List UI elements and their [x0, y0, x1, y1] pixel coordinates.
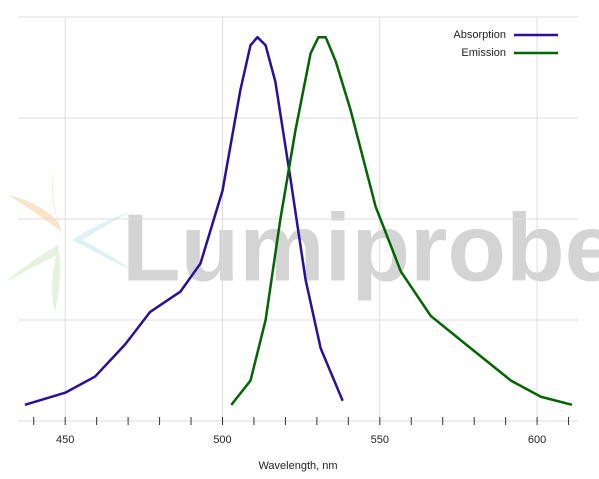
watermark: Lumiprobe	[122, 194, 599, 301]
x-tick-label: 450	[56, 434, 74, 446]
x-tick-label: 550	[371, 434, 389, 446]
x-tick-label: 600	[528, 434, 546, 446]
x-tick-label: 500	[213, 434, 231, 446]
data-line	[24, 35, 344, 407]
legend-label: Absorption	[453, 29, 506, 41]
logo-petal	[72, 212, 132, 270]
logo-petal	[6, 245, 61, 312]
legend-label: Emission	[461, 47, 506, 59]
data-line	[230, 35, 573, 407]
logo-petal	[8, 165, 62, 232]
logo-icon	[6, 165, 132, 312]
x-axis-label: Wavelength, nm	[258, 460, 337, 472]
